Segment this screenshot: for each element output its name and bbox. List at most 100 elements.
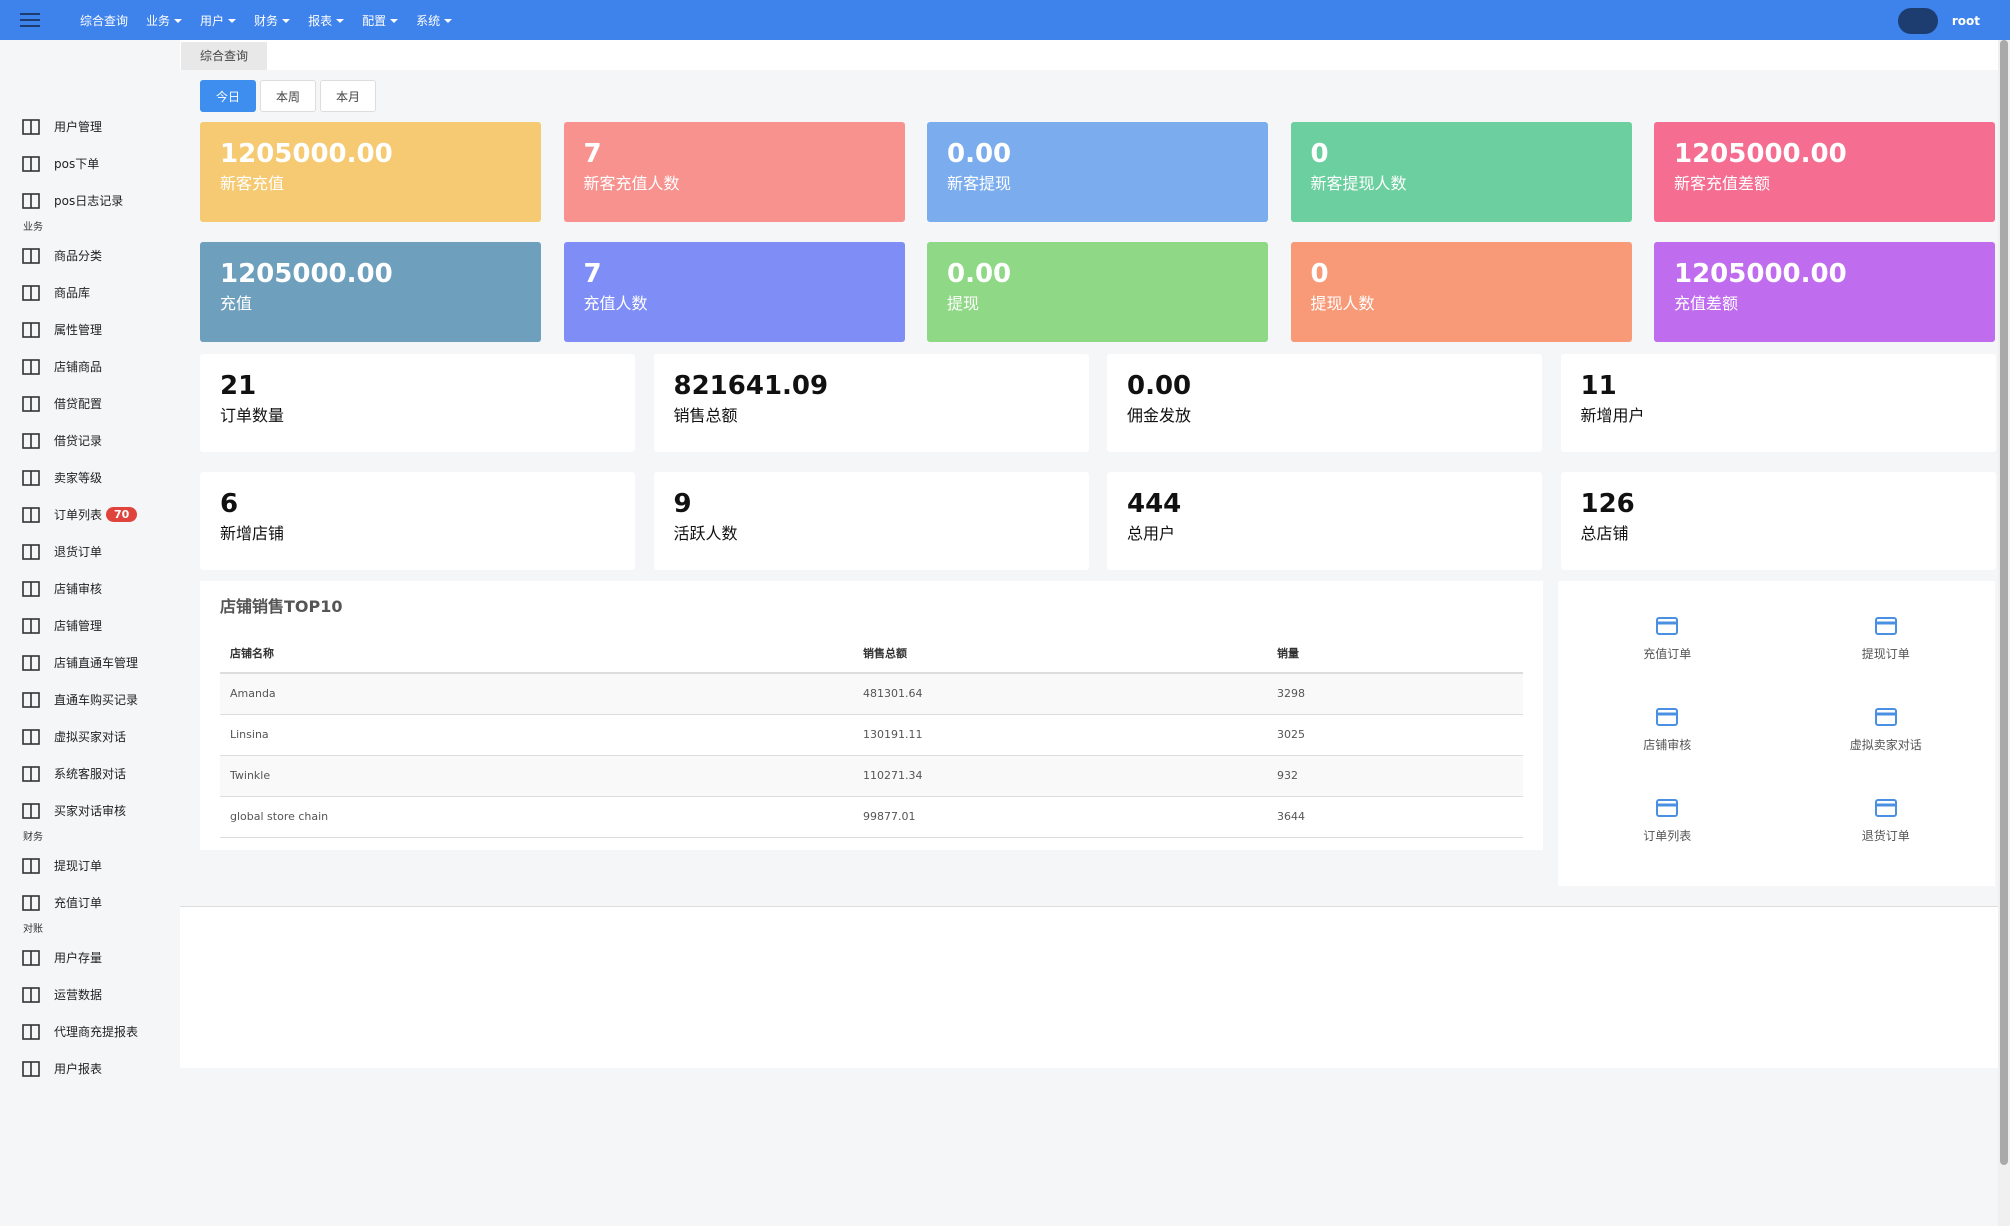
table-cell: 130191.11 <box>853 714 1267 756</box>
sidebar-label: 用户存量 <box>54 951 103 965</box>
period-button[interactable]: 本月 <box>320 80 376 112</box>
sidebar-item[interactable]: 商品库 <box>0 274 180 311</box>
quick-link[interactable]: 订单列表 <box>1558 795 1777 883</box>
quick-link-label: 退货订单 <box>1861 829 1910 843</box>
icon <box>1656 799 1679 817</box>
card-label: 充值 <box>220 294 253 313</box>
sidebar-item[interactable]: 充值订单 <box>0 884 180 921</box>
nav-item[interactable]: 配置 <box>362 12 398 29</box>
sidebar-item[interactable]: 店铺审核 <box>0 570 180 607</box>
table-cell: 3025 <box>1267 714 1523 756</box>
sidebar-label: 借贷记录 <box>54 434 103 448</box>
sidebar-label: 提现订单 <box>54 859 103 873</box>
table-cell: 99877.01 <box>853 796 1267 838</box>
sidebar-item[interactable]: 店铺商品 <box>0 348 180 385</box>
sidebar-item[interactable]: 虚拟买家对话 <box>0 718 180 755</box>
color-card: 0 提现人数 <box>1290 242 1632 342</box>
card-label: 充值差额 <box>1674 294 1739 313</box>
nav-item[interactable]: 综合查询 <box>80 13 129 28</box>
sidebar-item[interactable]: 系统客服对话 <box>0 755 180 792</box>
sidebar-label: 商品库 <box>54 286 91 300</box>
tab[interactable]: 综合查询 <box>181 42 267 70</box>
menu-toggle[interactable] <box>0 0 60 40</box>
sidebar-item[interactable]: 用户管理 <box>0 108 180 145</box>
sidebar-item[interactable]: 属性管理 <box>0 311 180 348</box>
sidebar-label: 充值订单 <box>54 896 103 910</box>
icon <box>22 192 40 209</box>
user-area: root <box>1897 8 1980 34</box>
sidebar-label: 商品分类 <box>54 249 103 263</box>
sidebar-heading: 对账 <box>23 924 43 935</box>
card-label: 新客充值 <box>220 174 285 193</box>
table-row: Linsina 130191.11 3025 <box>220 714 1523 756</box>
icon <box>22 728 40 745</box>
nav-item[interactable]: 报表 <box>308 12 344 29</box>
card-label: 新客充值人数 <box>583 174 680 193</box>
sidebar-item[interactable]: 借贷记录 <box>0 422 180 459</box>
icon <box>22 432 40 449</box>
tab-bar: 综合查询 <box>180 40 1998 70</box>
sidebar-item[interactable]: 直通车购买记录 <box>0 681 180 718</box>
sidebar-heading: 财务 <box>23 832 43 843</box>
sidebar-item[interactable]: 店铺管理 <box>0 607 180 644</box>
period-button[interactable]: 本周 <box>260 80 316 112</box>
nav-item[interactable]: 业务 <box>146 12 182 29</box>
stat-card: 11 新增用户 <box>1560 354 1996 452</box>
sidebar-item[interactable]: 商品分类 <box>0 237 180 274</box>
color-card: 1205000.00 新客充值 <box>200 122 541 222</box>
quick-link[interactable]: 虚拟卖家对话 <box>1777 704 1996 792</box>
sidebar-item[interactable]: 店铺直通车管理 <box>0 644 180 681</box>
card-value: 21 <box>220 371 257 401</box>
period-button[interactable]: 今日 <box>200 80 256 112</box>
chat-button[interactable] <box>1897 8 1938 34</box>
color-card: 1205000.00 充值 <box>200 242 541 342</box>
sidebar-item[interactable]: 用户存量 <box>0 939 180 976</box>
sidebar-label: 买家对话审核 <box>54 804 127 818</box>
sidebar: 用户管理 pos下单 pos日志记录 业务 商品分类 商品库 属性管理 店铺商品 借贷配置 借贷记… <box>0 40 180 1226</box>
sidebar-item[interactable]: 订单列表 70 <box>0 496 180 533</box>
sidebar-item[interactable]: pos日志记录 <box>0 182 180 219</box>
nav-item[interactable]: 用户 <box>200 12 236 29</box>
icon <box>22 469 40 486</box>
top-stores-table: 店铺名称 销售总额 销量 Amanda 481301.64 3298 Linsina 1301… <box>220 633 1523 838</box>
card-value: 1205000.00 <box>220 139 393 169</box>
sidebar-item[interactable]: 买家对话审核 <box>0 792 180 829</box>
card-value: 1205000.00 <box>1674 139 1847 169</box>
quick-link[interactable]: 提现订单 <box>1777 613 1996 701</box>
sidebar-label: pos日志记录 <box>54 194 124 208</box>
quick-link-label: 提现订单 <box>1861 647 1910 661</box>
icon <box>22 986 40 1003</box>
sidebar-item[interactable]: 卖家等级 <box>0 459 180 496</box>
card-label: 订单数量 <box>220 406 285 425</box>
color-card: 0.00 提现 <box>927 242 1268 342</box>
table-cell: Linsina <box>220 714 853 756</box>
stat-card: 821641.09 销售总额 <box>653 354 1089 452</box>
sidebar-item[interactable]: 用户报表 <box>0 1050 180 1087</box>
icon <box>22 1023 40 1040</box>
card-value: 7 <box>583 139 602 169</box>
card-value: 0 <box>1310 139 1329 169</box>
icon <box>22 358 40 375</box>
sidebar-label: 店铺管理 <box>54 619 103 633</box>
sidebar-item[interactable]: 代理商充提报表 <box>0 1013 180 1050</box>
sidebar-label: 代理商充提报表 <box>54 1025 139 1039</box>
table-row: global store chain 99877.01 3644 <box>220 796 1523 838</box>
card-value: 0.00 <box>947 139 1012 169</box>
sidebar-item[interactable]: 提现订单 <box>0 847 180 884</box>
user-name[interactable]: root <box>1951 14 1980 28</box>
top-stores-panel: 店铺销售TOP10 店铺名称 销售总额 销量 Amanda 481301.64 3298 L… <box>200 581 1543 850</box>
quick-link[interactable]: 店铺审核 <box>1558 704 1777 792</box>
sidebar-item[interactable]: 借贷配置 <box>0 385 180 422</box>
sidebar-item[interactable]: 运营数据 <box>0 976 180 1013</box>
quick-link[interactable]: 充值订单 <box>1558 613 1777 701</box>
sidebar-label: 店铺商品 <box>54 360 103 374</box>
sidebar-label: 属性管理 <box>54 323 103 337</box>
nav-item[interactable]: 财务 <box>254 12 290 29</box>
quick-link[interactable]: 退货订单 <box>1777 795 1996 883</box>
sidebar-item[interactable]: 退货订单 <box>0 533 180 570</box>
sidebar-item[interactable]: pos下单 <box>0 145 180 182</box>
card-value: 0.00 <box>947 259 1012 289</box>
nav-item[interactable]: 系统 <box>416 12 452 29</box>
icon <box>22 321 40 338</box>
